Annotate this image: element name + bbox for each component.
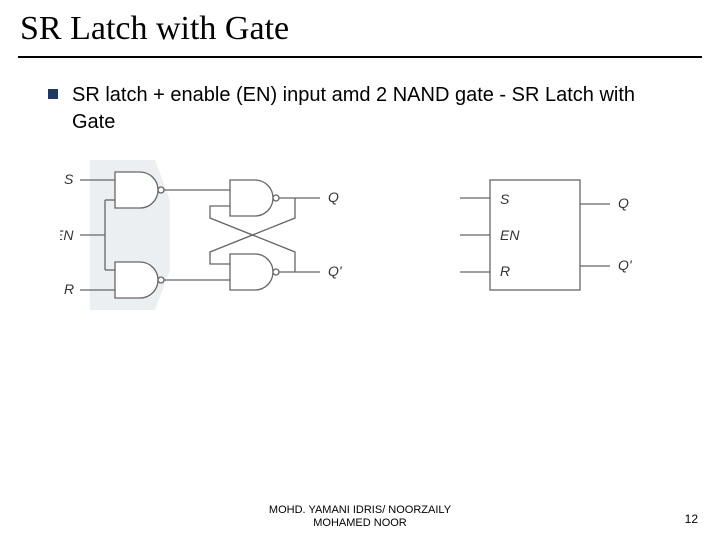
block-label-qp: Q' bbox=[618, 257, 633, 273]
nand-bubble-icon bbox=[273, 195, 279, 201]
page-title: SR Latch with Gate bbox=[20, 10, 289, 48]
block-label-r: R bbox=[500, 263, 510, 279]
slide: SR Latch with Gate SR latch + enable (EN… bbox=[0, 0, 720, 540]
footer-line2: MOHAMED NOOR bbox=[313, 517, 407, 529]
footer-author: MOHD. YAMANI IDRIS/ NOORZAILY MOHAMED NO… bbox=[0, 504, 720, 530]
nand-gate-top-left bbox=[115, 172, 158, 208]
block-label-s: S bbox=[500, 191, 510, 207]
nand-gate-top-right bbox=[230, 180, 273, 216]
block-label-en: EN bbox=[500, 227, 520, 243]
bullet-icon bbox=[48, 89, 58, 99]
label-q: Q bbox=[328, 189, 339, 205]
nand-gate-bottom-left bbox=[115, 262, 158, 298]
nand-bubble-icon bbox=[158, 277, 164, 283]
circuit-figure: S EN R Q Q' S EN R Q Q' bbox=[60, 160, 660, 345]
bullet-text: SR latch + enable (EN) input amd 2 NAND … bbox=[72, 82, 668, 136]
nand-bubble-icon bbox=[158, 187, 164, 193]
nand-bubble-icon bbox=[273, 269, 279, 275]
label-qp: Q' bbox=[328, 263, 343, 279]
footer-line1: MOHD. YAMANI IDRIS/ NOORZAILY bbox=[269, 504, 451, 516]
page-number: 12 bbox=[685, 512, 698, 526]
label-s: S bbox=[64, 171, 74, 187]
label-en: EN bbox=[60, 227, 74, 243]
block-label-q: Q bbox=[618, 195, 629, 211]
circuit-svg: S EN R Q Q' S EN R Q Q' bbox=[60, 160, 660, 340]
block-symbol: S EN R Q Q' bbox=[460, 180, 633, 290]
title-underline bbox=[18, 56, 702, 58]
nand-gate-bottom-right bbox=[230, 254, 273, 290]
label-r: R bbox=[64, 281, 74, 297]
bullet-row: SR latch + enable (EN) input amd 2 NAND … bbox=[48, 82, 668, 136]
